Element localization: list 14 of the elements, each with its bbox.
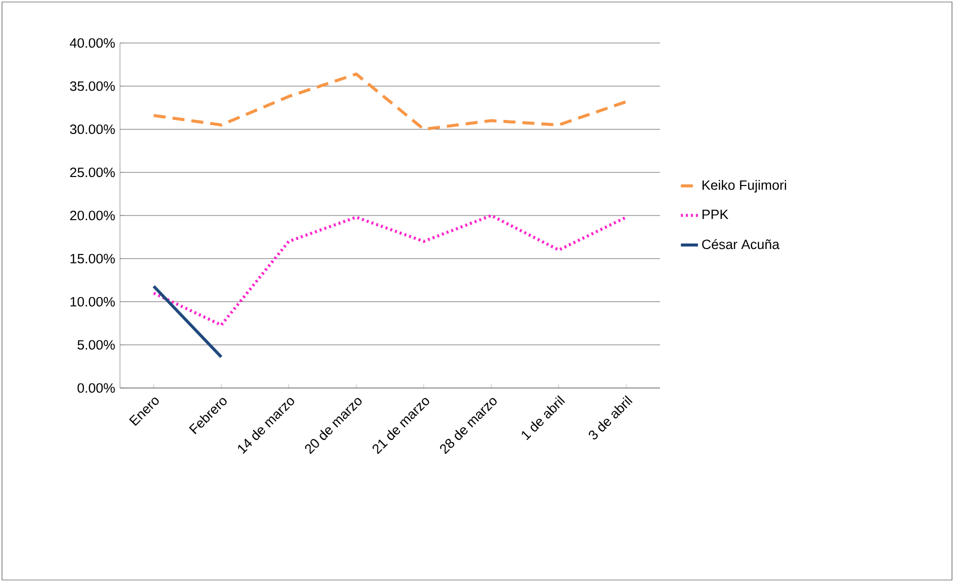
legend-label: PPK [702, 210, 728, 220]
y-tick-label: 30.00% [70, 124, 115, 134]
y-tick-label: 0.00% [78, 383, 115, 393]
y-tick-label: 35.00% [70, 81, 115, 91]
legend-label: César Acuña [702, 239, 780, 250]
y-tick-label: 25.00% [70, 168, 115, 178]
y-tick-label: 40.00% [70, 38, 115, 48]
line-series [152, 214, 628, 327]
line-series [152, 72, 628, 131]
legend-label: Keiko Fujimori [702, 180, 786, 193]
y-tick-label: 10.00% [70, 296, 115, 307]
y-tick-label: 15.00% [70, 254, 115, 264]
y-tick-label: 20.00% [70, 210, 115, 220]
y-tick-label: 5.00% [78, 340, 115, 350]
